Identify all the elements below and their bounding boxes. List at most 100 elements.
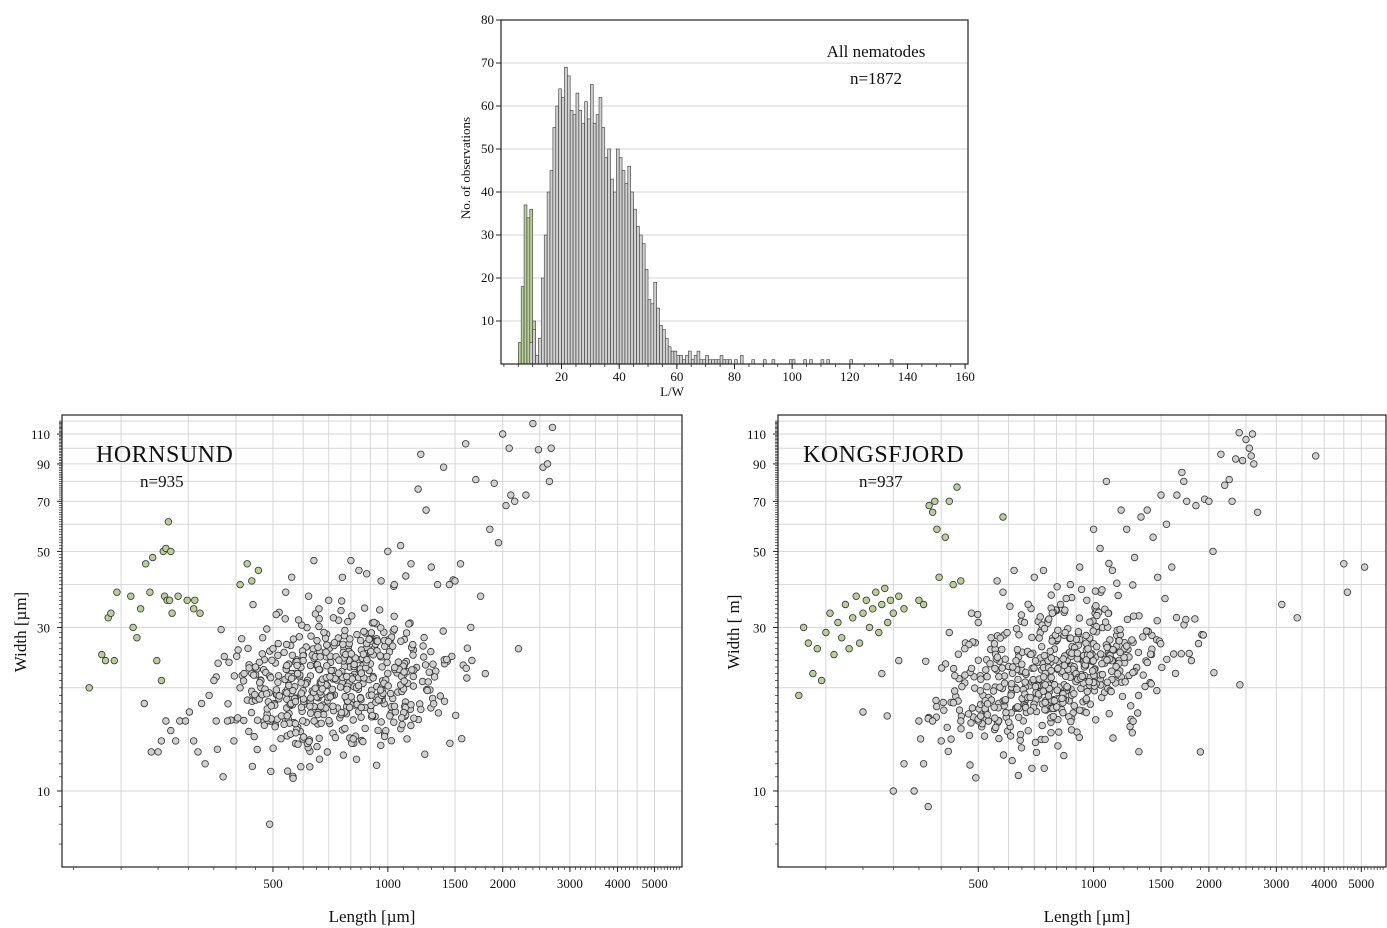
scatter-x-tick-label: 3000 [1263, 876, 1289, 891]
scatter-point-grey [1106, 636, 1114, 644]
scatter-point-grey [339, 640, 347, 648]
histogram-x-tick-label: 120 [840, 369, 860, 384]
scatter-point-grey [329, 702, 337, 710]
scatter-point-grey [522, 491, 530, 499]
scatter-point-grey [277, 735, 285, 743]
scatter-point-grey [1228, 497, 1236, 505]
scatter-point-grey [1147, 680, 1155, 688]
scatter-point-grey [384, 547, 392, 556]
scatter-point-grey [304, 592, 313, 600]
scatter-point-grey [983, 683, 991, 691]
scatter-point-grey [1012, 657, 1020, 665]
scatter-point-grey [251, 690, 259, 699]
scatter-x-tick-label: 3000 [557, 876, 583, 891]
scatter-point-grey [217, 625, 225, 634]
histogram-bar-grey [587, 118, 591, 365]
scatter-point-grey [389, 642, 397, 650]
scatter-point-grey [1104, 609, 1112, 618]
scatter-point-grey [374, 726, 382, 735]
scatter-point-grey [377, 718, 385, 726]
scatter-point-grey [1006, 732, 1015, 740]
scatter-x-tick-label: 1500 [1148, 876, 1174, 891]
scatter-y-tick-label: 90 [753, 457, 766, 472]
histogram-bar-grey [722, 359, 727, 365]
scatter-point-grey [1187, 656, 1196, 665]
scatter-point-grey [986, 660, 994, 668]
scatter-point-grey [1026, 707, 1035, 715]
histogram-bar-grey [714, 359, 718, 365]
scatter-point-grey [915, 717, 923, 725]
scatter-point-grey [259, 634, 267, 642]
scatter-point-green [254, 566, 263, 575]
scatter-point-grey [954, 650, 963, 658]
histogram-bar-grey [639, 234, 643, 365]
scatter-point-green [945, 497, 953, 505]
scatter-point-grey [999, 751, 1008, 759]
scatter-point-grey [996, 634, 1004, 642]
scatter-point-grey [1146, 650, 1155, 658]
scatter-point-grey [1060, 751, 1068, 760]
scatter-point-grey [398, 714, 406, 722]
histogram-y-axis-label: No. of observations [458, 117, 473, 219]
scatter-point-green [855, 639, 864, 647]
histogram-bar-grey [552, 127, 557, 365]
scatter-point-grey [1040, 764, 1048, 772]
scatter-point-green [795, 691, 803, 700]
scatter-point-green [884, 618, 892, 627]
scatter-point-grey [1010, 566, 1018, 575]
scatter-point-grey [265, 820, 274, 828]
histogram-bar-grey [716, 359, 721, 365]
scatter-point-grey [330, 639, 339, 647]
scatter-point-grey [421, 750, 429, 758]
scatter-point-green [148, 553, 157, 562]
scatter-point-grey [998, 645, 1006, 654]
histogram-bar-grey [673, 350, 678, 365]
scatter-point-grey [1031, 738, 1040, 747]
scatter-point-grey [1172, 613, 1181, 622]
scatter-point-grey [1014, 771, 1023, 780]
scatter-point-grey [511, 497, 519, 505]
scatter-point-grey [1225, 475, 1233, 484]
scatter-point-grey [281, 615, 289, 623]
scatter-point-grey [1075, 614, 1084, 622]
histogram-bar-green [529, 208, 534, 365]
scatter-point-grey [427, 647, 435, 656]
scatter-point-grey [253, 745, 261, 754]
scatter-point-grey [237, 635, 246, 643]
scatter-point-green [248, 577, 256, 585]
scatter-point-grey [383, 658, 391, 667]
scatter-point-grey [267, 674, 275, 682]
scatter-point-grey [1191, 615, 1199, 623]
scatter-point-grey [157, 737, 166, 745]
scatter-point-grey [1130, 553, 1139, 562]
scatter-point-grey [1067, 717, 1075, 726]
scatter-point-grey [420, 653, 428, 661]
scatter-point-grey [1096, 650, 1105, 658]
scatter-point-grey [383, 652, 391, 661]
histogram-bar-grey [613, 191, 617, 365]
scatter-y-tick-label: 110 [747, 427, 766, 442]
scatter-point-grey [1217, 450, 1225, 458]
scatter-point-grey [316, 653, 324, 661]
histogram-bar-grey [621, 170, 626, 365]
hornsund-gridlines [62, 415, 682, 867]
histogram-x-tick-label: 20 [555, 369, 568, 384]
scatter-point-grey [919, 760, 928, 768]
scatter-point-grey [987, 634, 995, 642]
scatter-point-grey [336, 683, 345, 691]
scatter-point-grey [269, 744, 277, 752]
scatter-point-grey [980, 732, 989, 740]
scatter-point-grey [427, 563, 435, 571]
scatter-point-grey [1085, 678, 1093, 686]
scatter-point-grey [318, 685, 326, 693]
scatter-point-grey [1015, 631, 1023, 639]
scatter-point-grey [329, 614, 338, 622]
scatter-point-grey [543, 460, 552, 468]
scatter-point-grey [377, 741, 385, 750]
scatter-point-grey [1020, 618, 1029, 627]
scatter-point-grey [1177, 650, 1185, 658]
scatter-point-grey [468, 656, 476, 665]
histogram-bar-grey [667, 346, 672, 365]
scatter-point-grey [359, 737, 367, 746]
scatter-point-grey [341, 724, 349, 733]
